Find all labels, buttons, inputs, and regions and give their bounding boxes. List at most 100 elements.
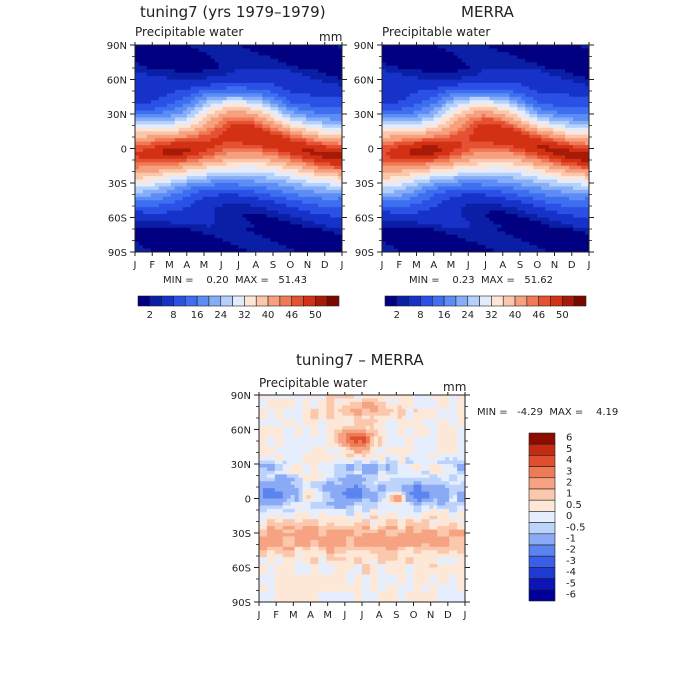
heatmap-cell [401,220,407,225]
heatmap-cell [266,127,271,132]
heatmap-cell [449,214,455,219]
heatmap-cell [254,72,259,77]
heatmap-cell [186,172,192,177]
heatmap-cell [254,134,259,139]
heatmap-cell [485,79,491,84]
heatmap-cell [266,141,271,146]
heatmap-cell [218,214,224,219]
heatmap-cell [238,227,244,232]
heatmap-cell [290,148,295,153]
heatmap-cell [501,196,506,201]
heatmap-cell [186,103,192,108]
heatmap-cell [393,69,399,74]
heatmap-cell [202,158,208,163]
heatmap-cell [230,62,236,67]
heatmap-cell [477,120,483,125]
heatmap-cell [282,151,287,156]
heatmap-cell [453,220,459,225]
heatmap-cell [150,162,156,167]
heatmap-cell [453,210,459,215]
heatmap-cell [190,158,196,163]
heatmap-cell [246,200,252,205]
heatmap-cell [210,245,216,250]
heatmap-cell [425,141,431,146]
heatmap-cell [501,172,506,177]
heatmap-cell [286,245,291,250]
heatmap-cell [230,158,236,163]
heatmap-cell [338,72,342,77]
heatmap-cell [473,51,479,56]
heatmap-cell [393,76,399,81]
heatmap-cell [214,238,220,243]
heatmap-cell [330,148,335,153]
heatmap-cell [397,245,403,250]
heatmap-cell [397,155,403,160]
heatmap-cell [202,79,208,84]
heatmap-cell [194,151,200,156]
heatmap-cell [453,141,459,146]
heatmap-cell [449,193,455,198]
heatmap-cell [453,158,459,163]
heatmap-cell [270,238,275,243]
heatmap-cell [385,103,391,108]
heatmap-cell [485,65,491,70]
heatmap-cell [421,72,427,77]
heatmap-cell [138,145,144,150]
heatmap-cell [310,176,315,181]
heatmap-cell [182,117,188,122]
heatmap-cell [282,165,287,170]
heatmap-cell [385,169,391,174]
heatmap-cell [286,76,291,81]
heatmap-cell [170,86,176,91]
heatmap-cell [234,82,240,87]
heatmap-cell [210,76,216,81]
heatmap-cell [158,165,164,170]
heatmap-cell [190,120,196,125]
heatmap-cell [290,189,295,194]
heatmap-cell [278,62,283,67]
heatmap-cell [473,117,479,122]
heatmap-cell [266,248,271,252]
heatmap-cell [489,89,495,94]
heatmap-cell [417,169,423,174]
panel-a-plot [135,45,342,252]
heatmap-cell [174,48,180,53]
heatmap-cell [218,183,224,188]
heatmap-cell [334,72,339,77]
heatmap-cell [322,134,327,139]
heatmap-cell [274,155,279,160]
heatmap-cell [385,210,391,215]
heatmap-cell [170,65,176,70]
heatmap-cell [230,214,236,219]
heatmap-cell [286,86,291,91]
heatmap-cell [142,48,148,53]
heatmap-cell [441,231,447,236]
heatmap-cell [493,224,499,229]
heatmap-cell [250,227,256,232]
heatmap-cell [238,103,244,108]
heatmap-cell [421,127,427,132]
heatmap-cell [413,62,419,67]
heatmap-cell [318,234,323,239]
heatmap-cell [214,145,220,150]
heatmap-cell [326,217,331,222]
heatmap-cell [401,189,407,194]
heatmap-cell [246,224,252,229]
heatmap-cell [433,148,439,153]
heatmap-cell [250,76,256,81]
heatmap-cell [202,220,208,225]
heatmap-cell [210,155,216,160]
heatmap-cell [258,48,263,53]
heatmap-cell [413,227,419,232]
heatmap-cell [389,72,395,77]
heatmap-cell [389,124,395,129]
heatmap-cell [318,134,323,139]
heatmap-cell [437,117,443,122]
heatmap-cell [226,72,232,77]
heatmap-cell [154,117,160,122]
heatmap-cell [286,210,291,215]
heatmap-cell [142,51,148,56]
heatmap-cell [246,107,252,112]
heatmap-cell [389,45,395,50]
heatmap-cell [485,148,491,153]
